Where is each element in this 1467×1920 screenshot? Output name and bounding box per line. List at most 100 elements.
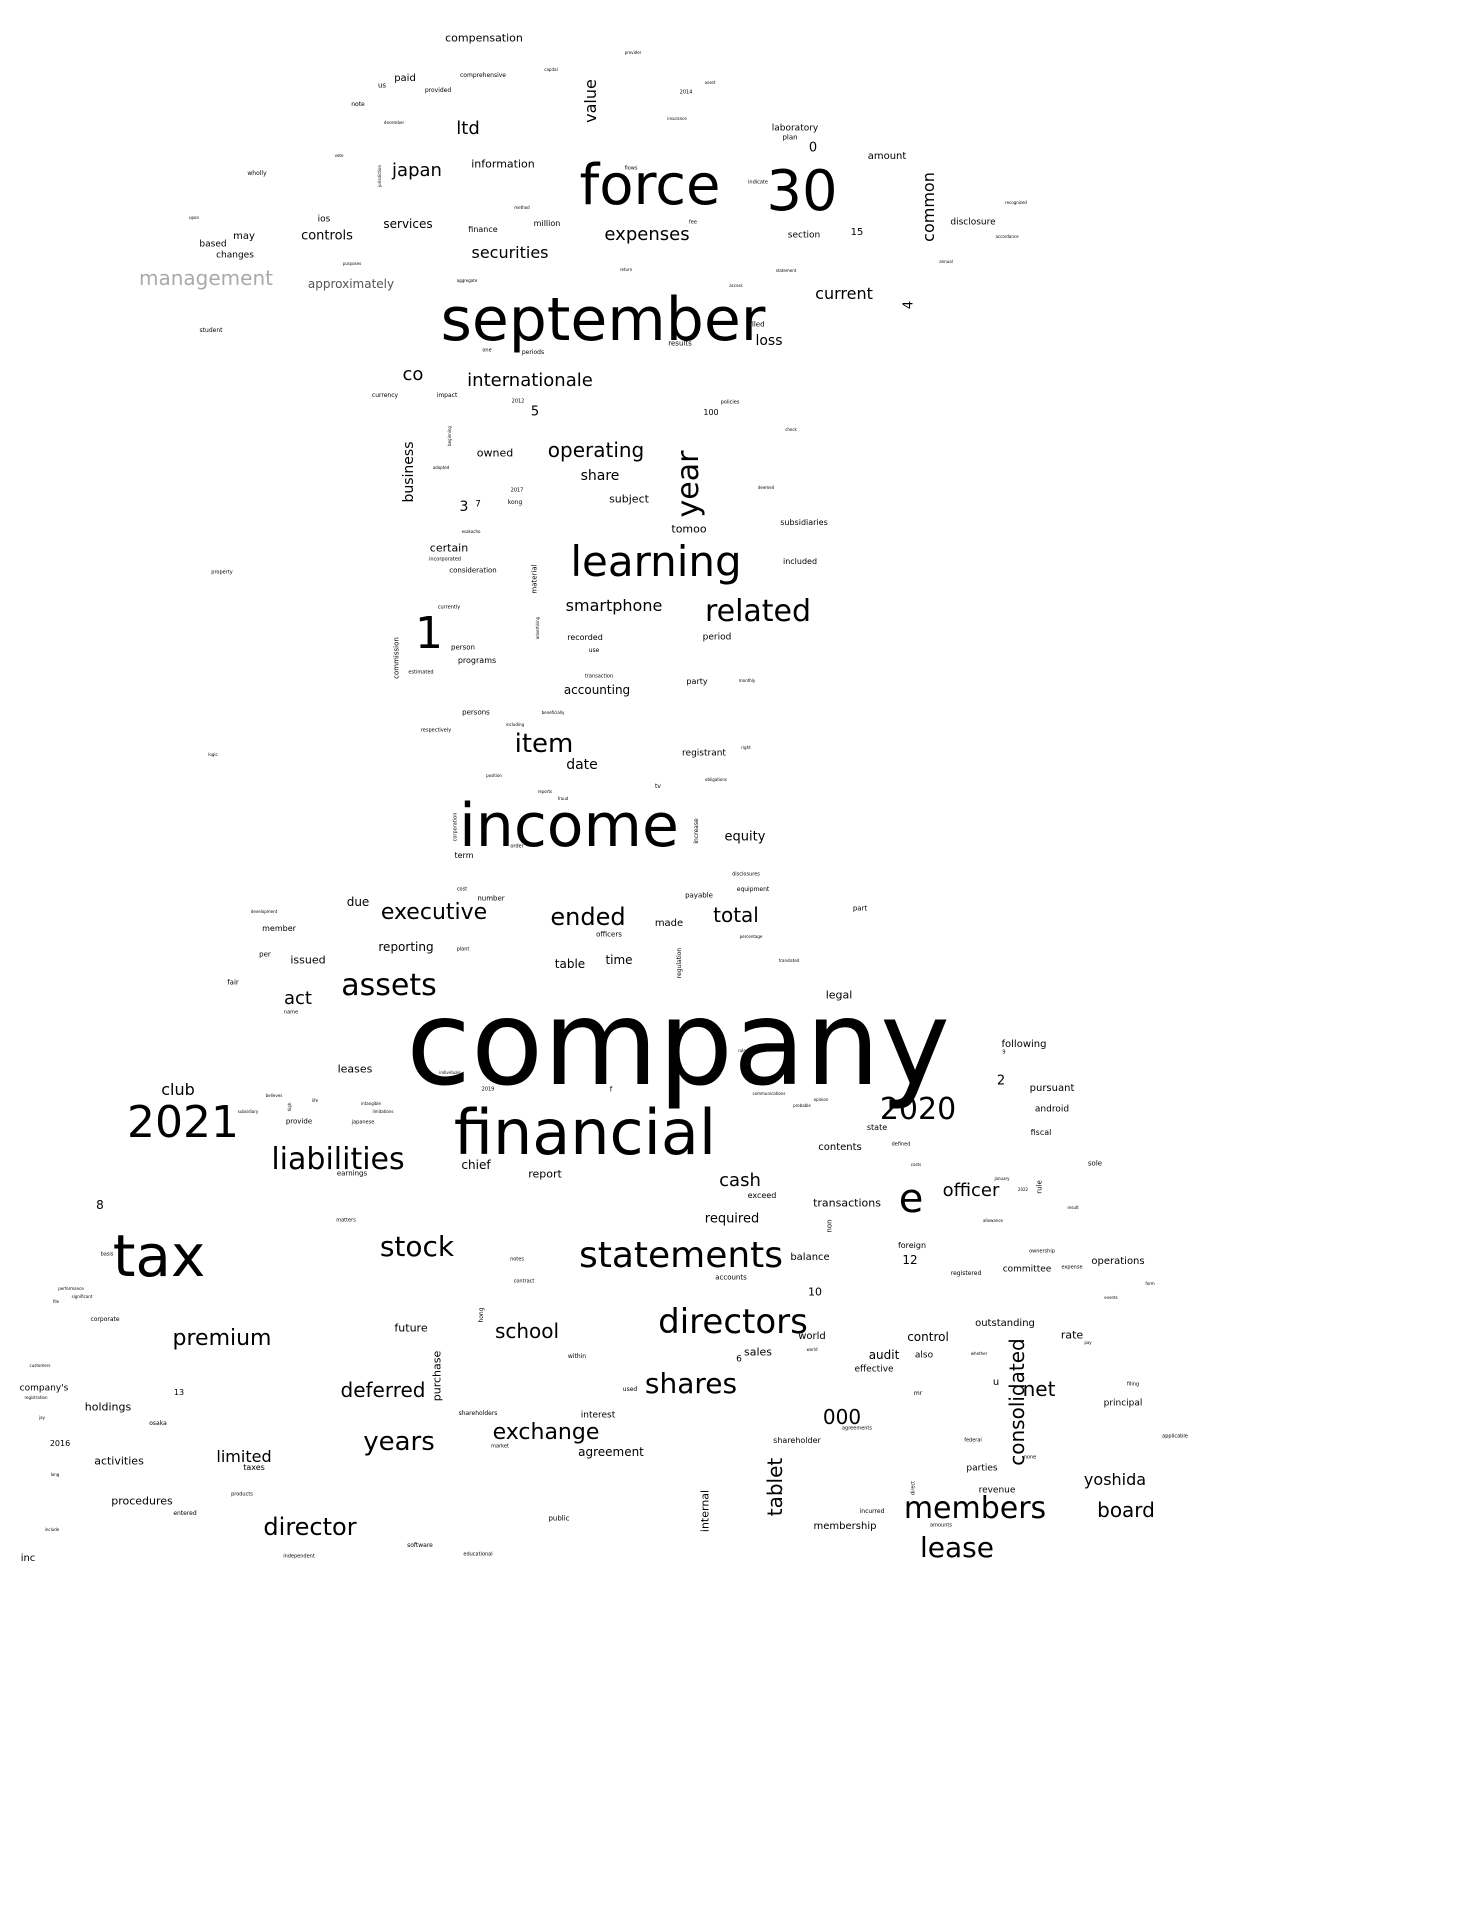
- word-section: section: [787, 230, 821, 241]
- word-disclosure: disclosure: [950, 217, 996, 228]
- word-filing: filing: [1126, 1381, 1140, 1388]
- word-million: million: [533, 219, 561, 228]
- word-6: 6: [736, 1354, 742, 1365]
- word-party: party: [686, 677, 708, 686]
- word-sales: sales: [743, 1345, 773, 1359]
- word-jurisdiction: jurisdiction: [377, 165, 382, 187]
- word-plan: plan: [782, 133, 798, 142]
- word-within: within: [567, 1353, 587, 1360]
- word-4: 4: [901, 300, 917, 310]
- word-kong: kong: [507, 499, 523, 506]
- word-7: 7: [475, 499, 481, 510]
- word-hong: hong: [478, 1307, 485, 1323]
- word-one: one: [482, 347, 492, 354]
- word-software: software: [407, 1542, 433, 1549]
- word-accounting: accounting: [563, 683, 631, 697]
- word-provider: provider: [624, 50, 642, 55]
- word-approximately: approximately: [307, 277, 395, 291]
- word-ltd: ltd: [456, 118, 480, 139]
- word-3: 3: [459, 499, 469, 515]
- word-related: related: [704, 594, 812, 629]
- word-services: services: [383, 217, 433, 231]
- word-parties: parties: [966, 1463, 998, 1474]
- word-high: high: [287, 1102, 292, 1112]
- word-long: long: [50, 1472, 60, 1477]
- word-f: f: [609, 1085, 613, 1094]
- word-financial: financial: [453, 1096, 717, 1169]
- word-years: years: [363, 1427, 435, 1457]
- word-may: may: [233, 231, 255, 242]
- word-transaction: transaction: [584, 673, 614, 680]
- word-life: life: [311, 1098, 319, 1103]
- word-equity: equity: [724, 829, 766, 845]
- word-regulation: regulation: [676, 947, 683, 979]
- word-person: person: [451, 643, 475, 652]
- word-finance: finance: [468, 225, 498, 234]
- word-compensation: compensation: [445, 31, 523, 45]
- word-value: value: [581, 79, 600, 123]
- word-operating: operating: [547, 438, 645, 462]
- word-activities: activities: [94, 1454, 144, 1468]
- word-insurance: insurance: [667, 116, 687, 121]
- word-loss: loss: [755, 333, 783, 349]
- word-5: 5: [530, 404, 540, 420]
- word-educational: educational: [463, 1551, 493, 1558]
- word-accordance: accordance: [995, 234, 1019, 239]
- word-individuals: individuals: [439, 1070, 461, 1075]
- word-purposes: purposes: [342, 261, 362, 266]
- word-balance: balance: [790, 1252, 830, 1263]
- word-logic: logic: [208, 752, 218, 757]
- word-interest: interest: [580, 1410, 616, 1421]
- word-events: events: [1104, 1295, 1118, 1300]
- word-entered: entered: [173, 1510, 197, 1517]
- word-whether: whether: [970, 1351, 988, 1356]
- word-intangible: intangible: [361, 1101, 381, 1106]
- word-indicate: indicate: [748, 179, 768, 186]
- word-order: order: [510, 843, 524, 850]
- word-cost: cost: [456, 886, 468, 893]
- word-capital: capital: [544, 67, 558, 72]
- word-taxes: taxes: [243, 1463, 265, 1472]
- word-expenses: expenses: [604, 224, 690, 245]
- word-monthly: monthly: [738, 678, 756, 683]
- word-fee: fee: [689, 219, 697, 226]
- word-reports: reports: [537, 789, 553, 794]
- word-number: number: [477, 894, 505, 903]
- word-internal: internal: [698, 1489, 712, 1533]
- word-company-s: company's: [19, 1383, 69, 1394]
- word-limited: limited: [216, 1447, 272, 1466]
- word-costs: costs: [910, 1162, 922, 1167]
- word-sole: sole: [1087, 1159, 1103, 1168]
- word-committee: committee: [1002, 1264, 1052, 1275]
- word-name: name: [283, 1009, 299, 1016]
- word-probable: probable: [793, 1103, 811, 1108]
- word-japan: japan: [392, 160, 442, 181]
- word-date: date: [566, 757, 598, 773]
- word-obligations: obligations: [705, 777, 727, 782]
- word-included: included: [782, 557, 818, 566]
- word-equipment: equipment: [736, 886, 770, 893]
- word-also: also: [914, 1350, 934, 1361]
- word-incorporated: incorporated: [429, 556, 461, 563]
- word-including: including: [505, 722, 525, 727]
- word-pursuant: pursuant: [1029, 1083, 1075, 1094]
- word-beginning: beginning: [447, 426, 452, 446]
- word-significant: significant: [71, 1294, 93, 1299]
- word-lease: lease: [920, 1531, 994, 1564]
- word-tv: tv: [655, 783, 661, 790]
- word-statements: statements: [578, 1235, 784, 1276]
- word-development: development: [250, 909, 278, 914]
- word-use: use: [588, 647, 600, 654]
- word-agreements: agreements: [841, 1425, 873, 1432]
- word-owned: owned: [476, 446, 514, 460]
- word-world-alt: world: [806, 1347, 818, 1352]
- word-comprehensive: comprehensive: [460, 72, 506, 79]
- word-flows: flows: [624, 165, 638, 172]
- word-consolidated: consolidated: [1005, 1338, 1029, 1466]
- word-recorded: recorded: [567, 633, 603, 642]
- word-shares: shares: [644, 1367, 738, 1400]
- word-fraud: fraud: [557, 796, 569, 801]
- word-information: information: [471, 157, 535, 171]
- word-tomoo: tomoo: [671, 522, 707, 536]
